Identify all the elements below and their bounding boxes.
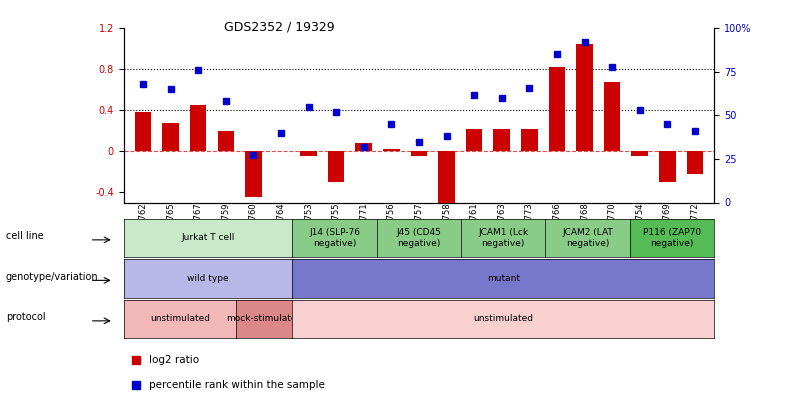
Text: genotype/variation: genotype/variation bbox=[6, 271, 99, 281]
Text: J14 (SLP-76
negative): J14 (SLP-76 negative) bbox=[309, 228, 360, 247]
Bar bbox=[383, 149, 400, 151]
Text: GSM89766: GSM89766 bbox=[552, 202, 562, 248]
Text: J45 (CD45
negative): J45 (CD45 negative) bbox=[397, 228, 441, 247]
Text: Jurkat T cell: Jurkat T cell bbox=[181, 233, 235, 243]
Text: GSM89759: GSM89759 bbox=[221, 202, 231, 248]
Text: unstimulated: unstimulated bbox=[473, 314, 533, 324]
Text: GSM89771: GSM89771 bbox=[359, 202, 368, 248]
Text: GSM89758: GSM89758 bbox=[442, 202, 451, 248]
Text: P116 (ZAP70
negative): P116 (ZAP70 negative) bbox=[643, 228, 701, 247]
Bar bbox=[549, 67, 565, 151]
Bar bbox=[135, 112, 152, 151]
Bar bbox=[411, 151, 427, 156]
Text: GSM89772: GSM89772 bbox=[690, 202, 699, 248]
Text: log2 ratio: log2 ratio bbox=[149, 356, 200, 365]
Bar bbox=[659, 151, 676, 182]
Text: GSM89754: GSM89754 bbox=[635, 202, 644, 248]
Text: cell line: cell line bbox=[6, 231, 44, 241]
Bar bbox=[466, 129, 483, 151]
Bar bbox=[521, 129, 538, 151]
Bar bbox=[438, 151, 455, 202]
Text: GSM89768: GSM89768 bbox=[580, 202, 589, 248]
Bar bbox=[162, 123, 179, 151]
Bar bbox=[300, 151, 317, 156]
Text: percentile rank within the sample: percentile rank within the sample bbox=[149, 380, 325, 390]
Text: GSM89756: GSM89756 bbox=[387, 202, 396, 248]
Text: GSM89769: GSM89769 bbox=[663, 202, 672, 248]
Text: GSM89770: GSM89770 bbox=[607, 202, 617, 248]
Text: GSM89760: GSM89760 bbox=[249, 202, 258, 248]
Text: GSM89765: GSM89765 bbox=[166, 202, 175, 248]
Bar bbox=[493, 129, 510, 151]
Text: GSM89755: GSM89755 bbox=[332, 202, 341, 248]
Text: JCAM2 (LAT
negative): JCAM2 (LAT negative) bbox=[563, 228, 613, 247]
Text: mutant: mutant bbox=[487, 274, 519, 283]
Text: mock-stimulated: mock-stimulated bbox=[226, 314, 302, 324]
Text: GSM89761: GSM89761 bbox=[470, 202, 479, 248]
Text: GSM89764: GSM89764 bbox=[276, 202, 286, 248]
Bar bbox=[686, 151, 703, 174]
Bar bbox=[631, 151, 648, 156]
Text: protocol: protocol bbox=[6, 312, 45, 322]
Text: GSM89767: GSM89767 bbox=[194, 202, 203, 248]
Text: GSM89757: GSM89757 bbox=[414, 202, 424, 248]
Text: wild type: wild type bbox=[188, 274, 229, 283]
Bar bbox=[218, 131, 234, 151]
Text: JCAM1 (Lck
negative): JCAM1 (Lck negative) bbox=[478, 228, 528, 247]
Bar bbox=[355, 143, 372, 151]
Text: GSM89762: GSM89762 bbox=[139, 202, 148, 248]
Bar bbox=[576, 44, 593, 151]
Bar bbox=[328, 151, 345, 182]
Text: GDS2352 / 19329: GDS2352 / 19329 bbox=[224, 20, 334, 33]
Bar bbox=[190, 105, 207, 151]
Text: GSM89773: GSM89773 bbox=[525, 202, 534, 248]
Text: GSM89753: GSM89753 bbox=[304, 202, 313, 248]
Bar bbox=[245, 151, 262, 197]
Text: GSM89763: GSM89763 bbox=[497, 202, 506, 248]
Text: unstimulated: unstimulated bbox=[150, 314, 210, 324]
Bar bbox=[604, 82, 620, 151]
